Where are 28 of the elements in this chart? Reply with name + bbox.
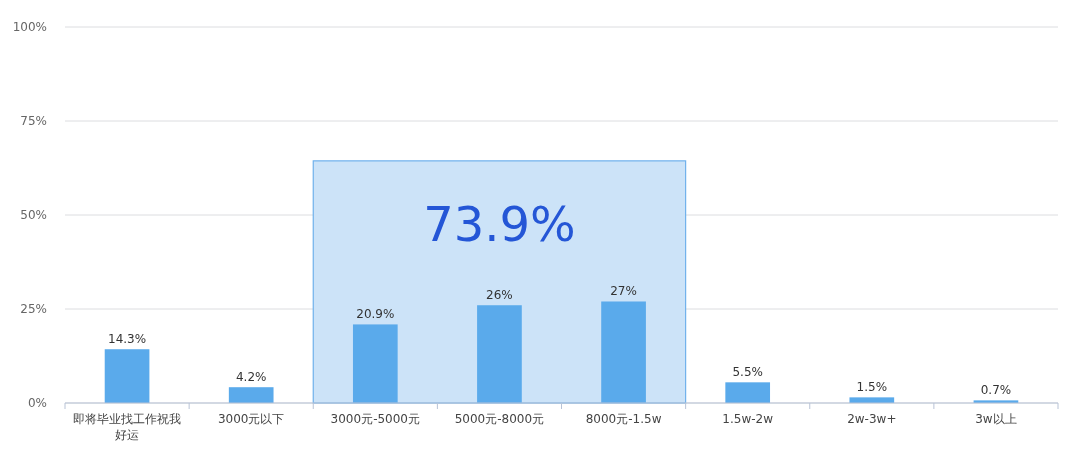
- data-label: 1.5%: [856, 380, 888, 395]
- bar: [725, 382, 771, 403]
- x-tick-label: 2w-3w+: [847, 412, 897, 426]
- data-label: 4.2%: [235, 370, 267, 385]
- bar: [601, 301, 646, 403]
- y-tick-label: 75%: [20, 114, 47, 128]
- x-tick-label: 3000元-5000元: [330, 412, 421, 426]
- data-label: 20.9%: [356, 307, 395, 322]
- bar: [352, 324, 398, 403]
- data-label: 5.5%: [732, 365, 763, 380]
- x-tick-label: 1.5w-2w: [722, 412, 774, 426]
- band-label: 73.9%: [423, 195, 576, 252]
- bar: [477, 305, 522, 403]
- x-tick-label: 即将毕业找工作祝我好运: [73, 412, 182, 442]
- y-tick-label: 25%: [20, 302, 47, 316]
- x-tick-label: 3000元以下: [217, 412, 285, 426]
- bar: [104, 349, 150, 403]
- x-tick-label: 3w以上: [975, 412, 1017, 426]
- bar: [228, 387, 274, 403]
- y-tick-label: 0%: [27, 396, 47, 410]
- y-tick-label: 50%: [20, 208, 47, 222]
- data-label: 27%: [610, 284, 637, 299]
- data-label: 26%: [486, 288, 513, 303]
- x-tick-label: 5000元-8000元: [454, 412, 545, 426]
- y-tick-label: 100%: [12, 20, 47, 34]
- data-label: 0.7%: [980, 383, 1012, 398]
- x-tick-label: 8000元-1.5w: [585, 412, 662, 426]
- data-label: 14.3%: [108, 332, 147, 347]
